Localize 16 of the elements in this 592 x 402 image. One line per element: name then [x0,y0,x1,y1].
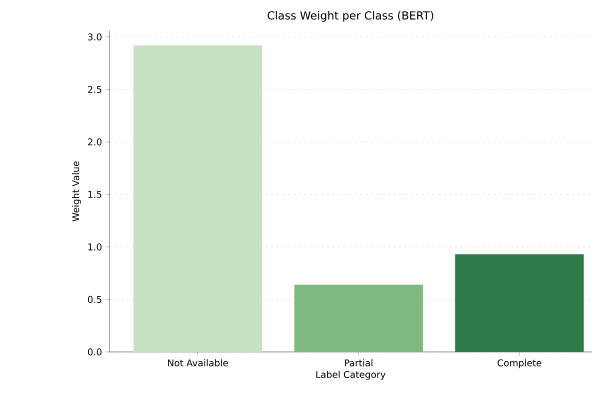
x-tick-label: Complete [498,359,542,368]
y-axis-title: Weight Value [72,161,81,222]
x-tick-label: Partial [344,359,372,366]
y-tick-label: 2.0 [88,138,102,146]
bar [294,284,423,352]
y-tick-label: 3.0 [88,33,102,40]
y-tick-label: 1.5 [88,190,102,198]
y-tick-label: 0.0 [88,348,102,356]
y-tick-label: 1.0 [88,243,102,250]
y-tick-label: 0.5 [88,296,102,303]
bar [455,254,584,352]
x-axis-title: Label Category [316,370,386,380]
chart-title: Class Weight per Class (BERT) [268,10,434,22]
bar [133,45,262,352]
x-tick-label: Not Available [168,359,228,366]
y-tick-label: 2.5 [88,86,102,93]
